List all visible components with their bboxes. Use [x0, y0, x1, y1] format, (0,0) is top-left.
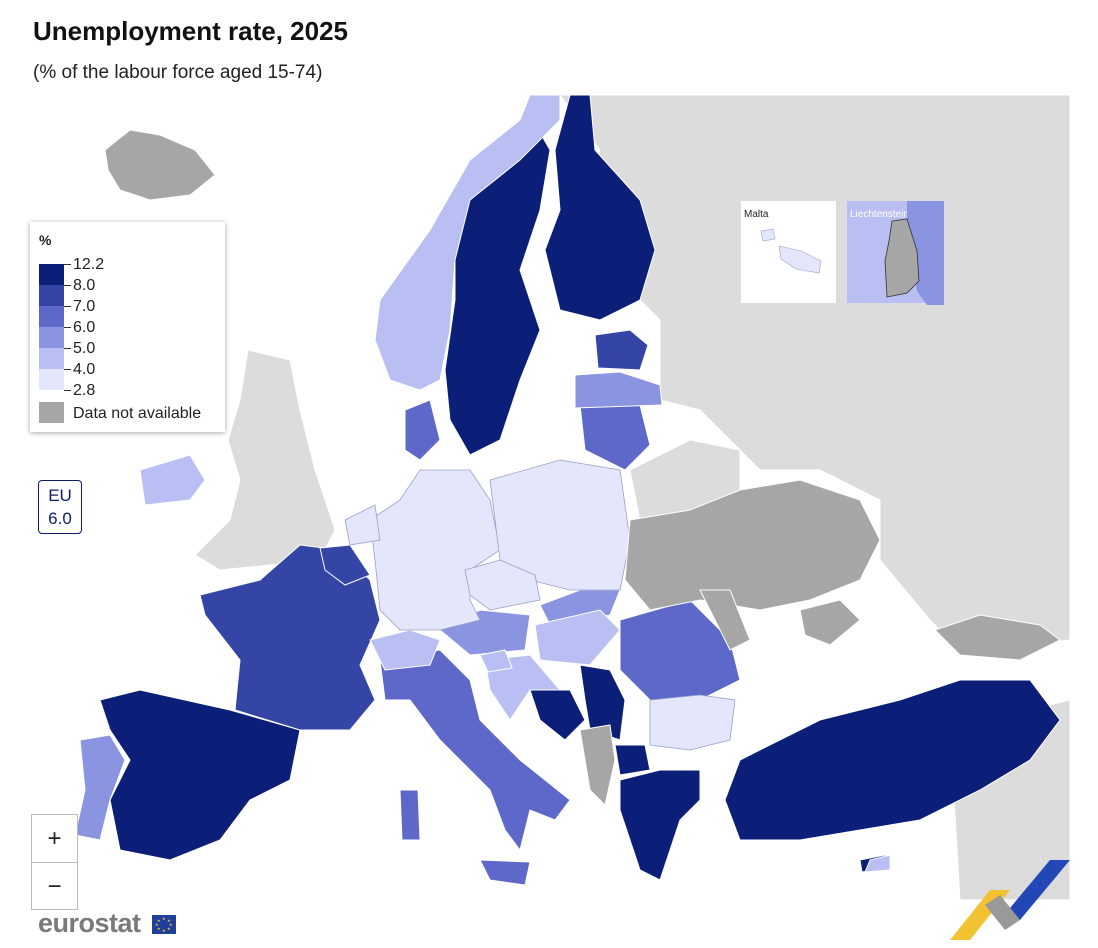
country-montenegro-albania[interactable] [579, 724, 616, 806]
country-belgium[interactable] [319, 544, 371, 586]
country-norway[interactable] [374, 94, 561, 391]
eu-flag-icon: ★ ★ ★ ★ ★ ★ ★ ★ [152, 915, 176, 934]
country-serbia[interactable] [579, 664, 626, 741]
legend-break-label: 6.0 [73, 319, 96, 336]
legend-break-label: 8.0 [73, 277, 96, 294]
legend-swatch-3 [39, 306, 64, 327]
zoom-out-button[interactable]: − [47, 873, 62, 900]
zoom-in-button[interactable]: + [32, 815, 77, 863]
inset-liechtenstein-label: Liechtenstein [850, 209, 909, 220]
legend-break-label: 7.0 [73, 298, 96, 315]
legend-break-label: 2.8 [73, 382, 96, 399]
map-subtitle: (% of the labour force aged 15-74) [33, 62, 323, 83]
country-cyprus[interactable] [864, 854, 891, 873]
country-ukraine[interactable] [624, 479, 881, 611]
country-bulgaria[interactable] [649, 694, 736, 751]
malta-shape [760, 228, 822, 274]
legend-tick [64, 327, 71, 328]
country-spain[interactable] [99, 689, 301, 861]
country-sweden[interactable] [444, 114, 551, 456]
legend-tick [64, 285, 71, 286]
country-czechia[interactable] [464, 559, 541, 611]
legend-break-label: 5.0 [73, 340, 96, 357]
country-north-macedonia[interactable] [614, 744, 651, 776]
eu-label: EU [48, 486, 72, 505]
legend-tick [64, 348, 71, 349]
country-netherlands[interactable] [344, 504, 381, 546]
country-denmark[interactable] [404, 399, 441, 461]
legend-tick [64, 264, 71, 265]
legend-swatch-2 [39, 285, 64, 306]
country-greece[interactable] [619, 769, 701, 881]
country-iceland[interactable] [104, 129, 216, 201]
inset-malta: Malta [740, 200, 837, 304]
legend-break-label: 12.2 [73, 256, 105, 273]
legend-swatch-5 [39, 348, 64, 369]
country-latvia[interactable] [574, 371, 663, 409]
country-germany[interactable] [369, 469, 501, 631]
country-sicily[interactable] [479, 859, 531, 886]
country-ireland[interactable] [139, 454, 206, 506]
country-finland[interactable] [544, 94, 656, 321]
country-crimea[interactable] [799, 599, 861, 646]
uk-land [194, 349, 336, 571]
country-romania[interactable] [619, 599, 741, 701]
eu-average-badge: EU 6.0 [38, 480, 82, 534]
corner-decoration-icon [950, 860, 1070, 940]
country-moldova[interactable] [699, 589, 751, 651]
inset-liechtenstein: Liechtenstein [846, 200, 944, 305]
legend-swatch-6 [39, 369, 64, 390]
country-switzerland[interactable] [369, 629, 441, 671]
country-croatia[interactable] [484, 654, 562, 721]
country-georgia[interactable] [934, 614, 1061, 661]
country-portugal[interactable] [74, 734, 126, 841]
legend-break-label: 4.0 [73, 361, 96, 378]
country-lithuania[interactable] [579, 404, 651, 471]
eu-value: 6.0 [48, 509, 72, 528]
legend-swatch-4 [39, 327, 64, 348]
country-hungary[interactable] [534, 609, 621, 666]
country-sardinia[interactable] [399, 789, 421, 841]
map-title: Unemployment rate, 2025 [33, 16, 349, 46]
legend-tick [64, 306, 71, 307]
legend-title: % [39, 232, 52, 248]
legend-na-label: Data not available [73, 405, 202, 422]
country-turkey[interactable] [724, 679, 1061, 841]
country-slovenia[interactable] [479, 649, 513, 673]
legend-swatch-1 [39, 264, 64, 285]
country-france[interactable] [199, 544, 381, 731]
legend-tick [64, 390, 71, 391]
country-italy[interactable] [379, 649, 571, 852]
country-bosnia[interactable] [529, 689, 586, 741]
liechtenstein-shape [884, 201, 944, 305]
legend-na-swatch [39, 402, 64, 423]
map-legend: % 12.2 8.0 7.0 6.0 5.0 4.0 2.8 Data not … [30, 222, 225, 432]
legend-tick [64, 369, 71, 370]
inset-malta-label: Malta [744, 209, 769, 220]
eurostat-logo: eurostat [38, 908, 141, 938]
country-estonia[interactable] [594, 329, 649, 371]
zoom-control: + − [31, 814, 78, 910]
